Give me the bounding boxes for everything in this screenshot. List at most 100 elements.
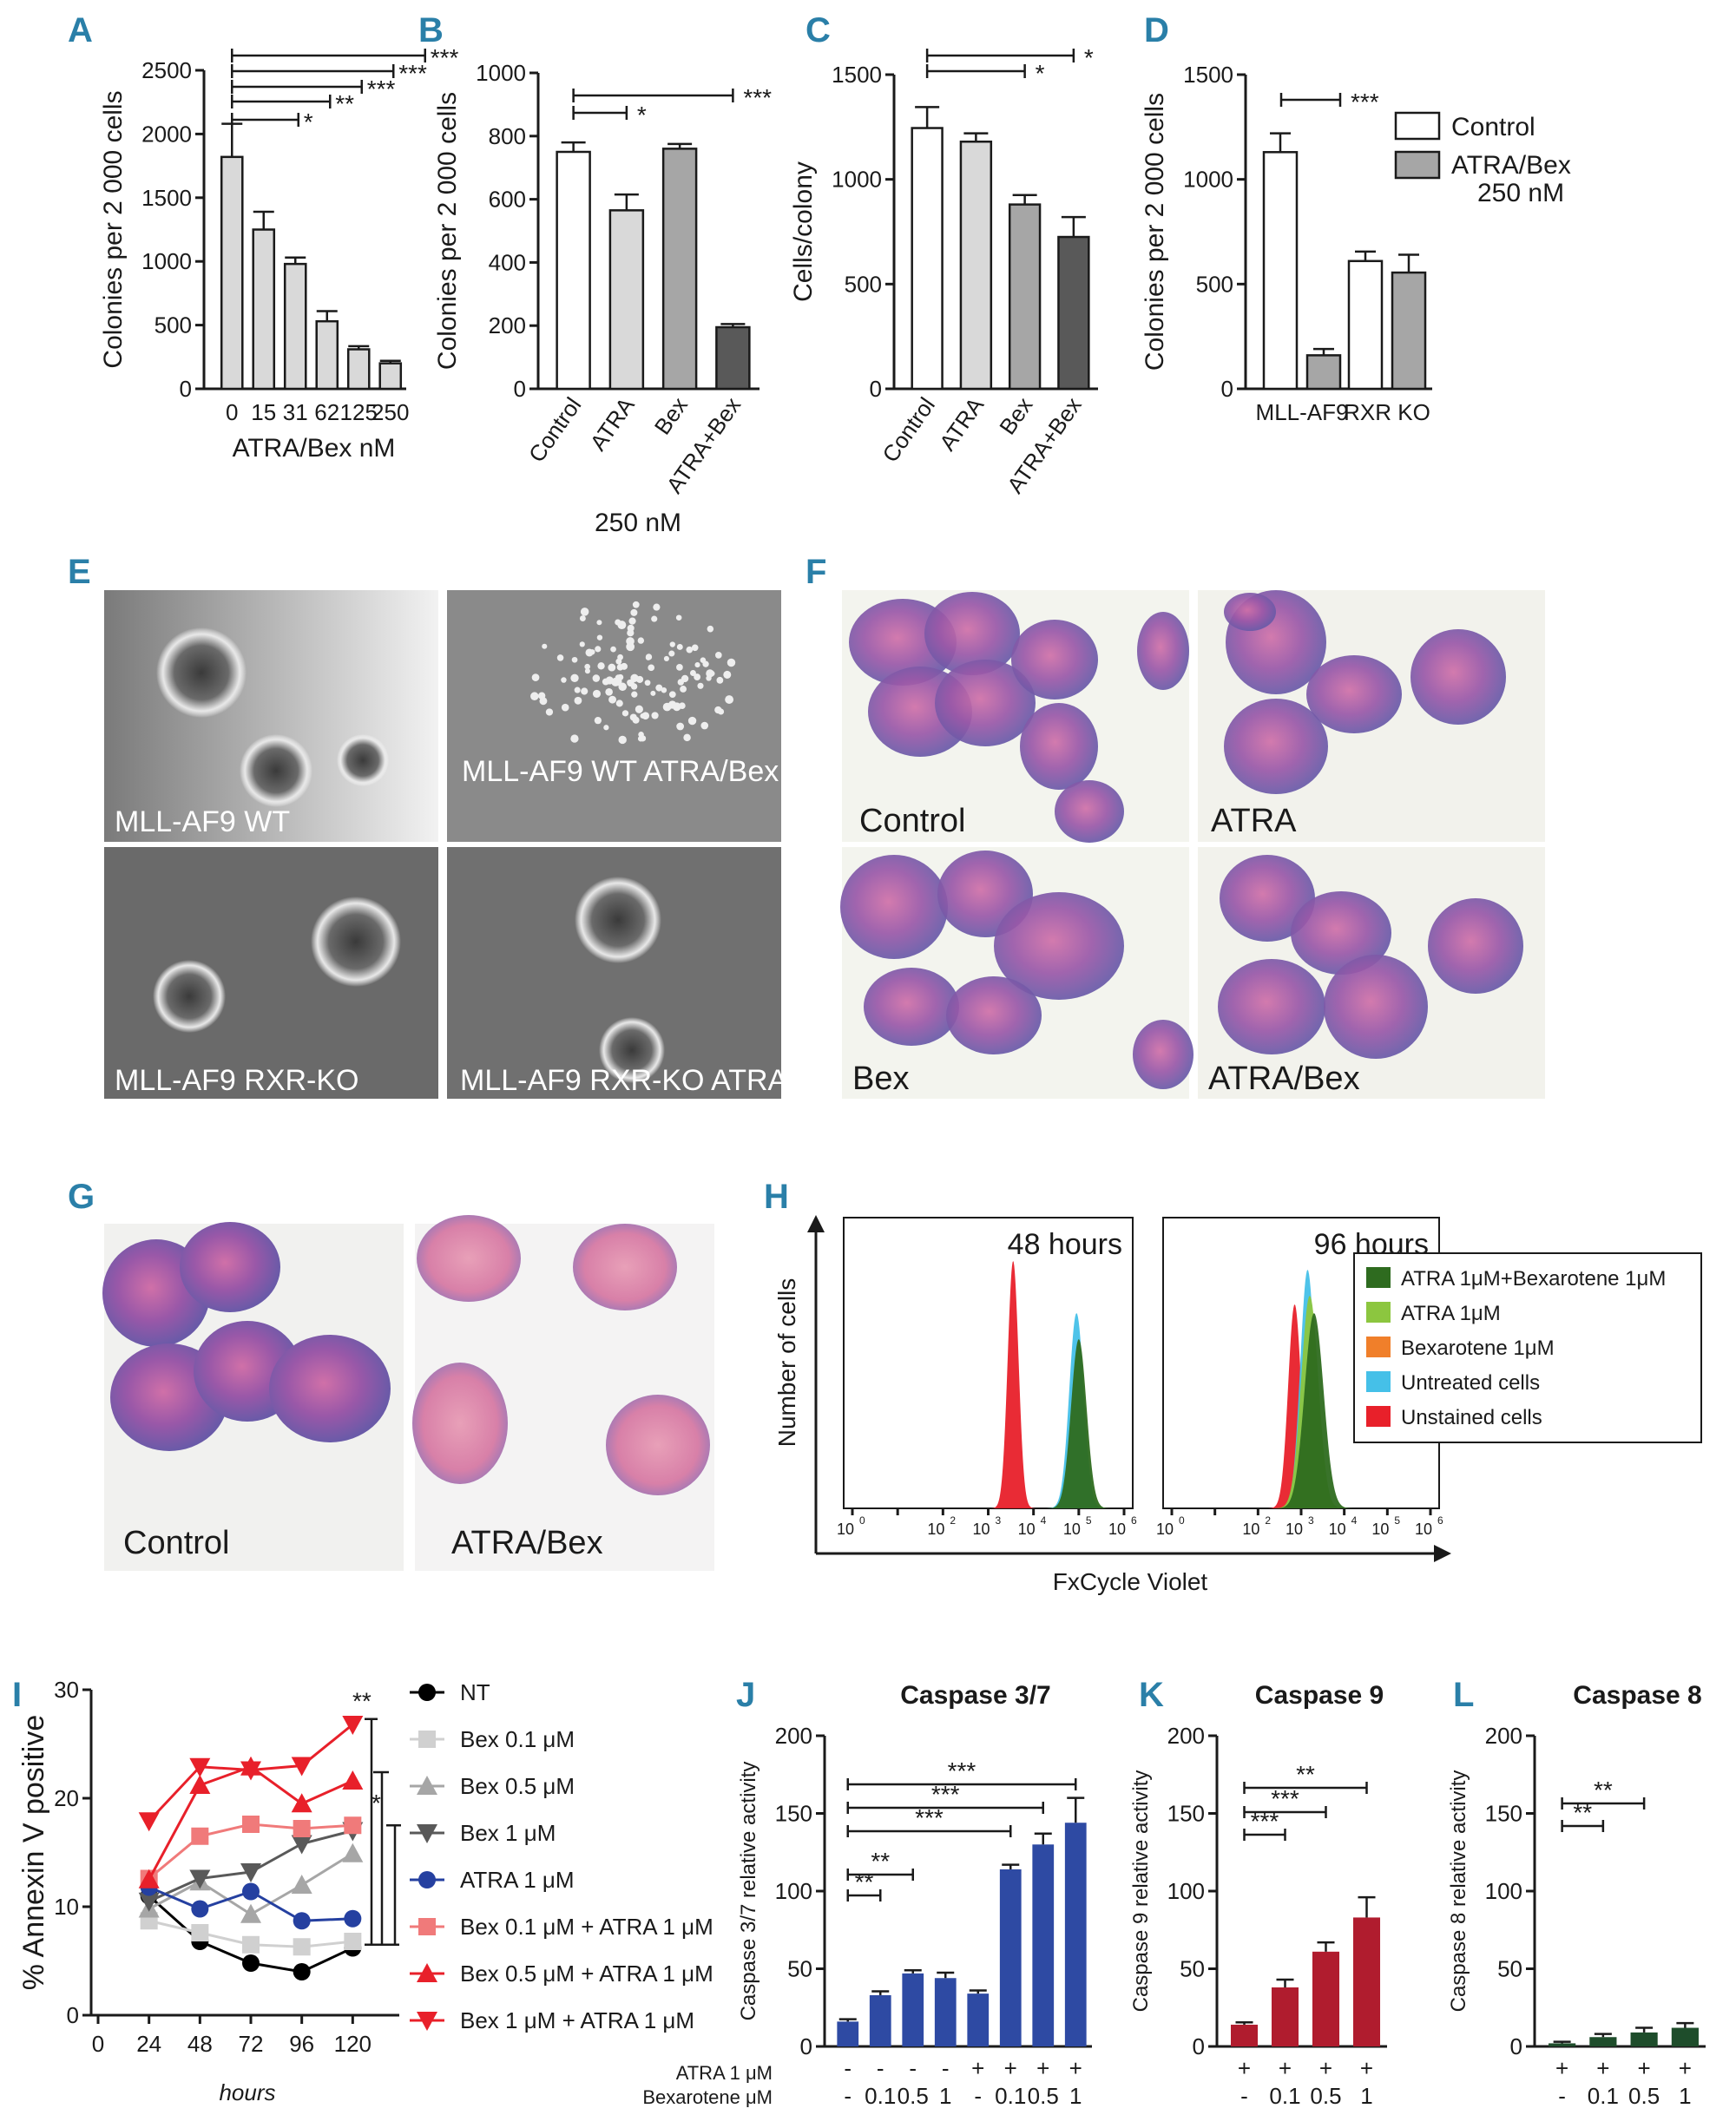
- cell-dot: [661, 686, 667, 693]
- data-point: [291, 1875, 312, 1894]
- micrograph-label: MLL-AF9 WT ATRA/Bex: [462, 755, 779, 788]
- data-point: [189, 1757, 211, 1777]
- data-point: [191, 1924, 209, 1941]
- cell: [1306, 655, 1402, 733]
- legend-label: Bex 0.1 μM: [460, 1726, 575, 1752]
- cell-dot: [597, 662, 605, 670]
- legend-marker: [418, 1918, 436, 1935]
- cell-dot: [594, 717, 602, 725]
- y-tick-label: 50: [1180, 1956, 1205, 1982]
- legend-label: Bexarotene 1μM: [1401, 1337, 1555, 1360]
- significance-label: *: [1036, 60, 1045, 87]
- legend-marker: [417, 1824, 437, 1843]
- y-tick-label: 500: [1196, 271, 1233, 297]
- cell: [935, 660, 1036, 746]
- y-tick-label: 20: [54, 1785, 79, 1811]
- legend-marker: [418, 1871, 436, 1888]
- y-tick-label: 150: [1485, 1801, 1522, 1827]
- x-tick-label: 10: [1063, 1521, 1081, 1538]
- row1-label: +: [1279, 2055, 1292, 2081]
- cell-dot: [581, 687, 589, 695]
- bar: [869, 1994, 891, 2046]
- micrograph-label: ATRA/Bex: [451, 1525, 603, 1561]
- x-tick-label: 72: [239, 2031, 264, 2057]
- chart-i: 0 10 20 30 0 24 48 72 96 120 hours % Annexin V posi…: [17, 1677, 713, 2105]
- y-tick-label: 30: [54, 1677, 79, 1703]
- cell: [1224, 699, 1328, 794]
- row1-label: +: [1069, 2055, 1082, 2081]
- cell-dot: [653, 603, 661, 611]
- cell-dot: [626, 637, 635, 646]
- y-tick-label: 1000: [832, 167, 882, 193]
- row1-label: +: [1319, 2055, 1332, 2081]
- x-tick-exponent: 5: [1394, 1514, 1400, 1527]
- cell: [573, 1224, 677, 1310]
- x-tick-label: 10: [1371, 1521, 1389, 1538]
- y-axis-label: Colonies per 2 000 cells: [99, 90, 128, 368]
- colony: [575, 877, 661, 963]
- significance-label: *: [372, 1790, 381, 1816]
- cell-dot: [630, 683, 638, 690]
- cell: [417, 1215, 521, 1302]
- panel-g-micrographs: Control ATRA/Bex: [102, 1215, 714, 1571]
- x-tick-label: 96: [289, 2031, 314, 2057]
- colony: [337, 734, 389, 786]
- cell-dot: [680, 686, 687, 693]
- cell-dot: [707, 625, 714, 633]
- panel-e-micrographs: MLL-AF9 WT MLL-AF9 WT ATRA/Bex MLL-AF9 R…: [104, 590, 846, 1099]
- legend-label: Bex 1 μM + ATRA 1 μM: [460, 2007, 694, 2033]
- legend-swatch: [1366, 1371, 1391, 1392]
- bar: [1549, 2043, 1576, 2046]
- cell-dot: [570, 673, 579, 682]
- y-axis-label: Number of cells: [773, 1278, 800, 1448]
- y-tick-label: 0: [514, 376, 526, 402]
- stained-cells: [102, 1215, 710, 1495]
- micrograph-label: MLL-AF9 RXR-KO ATRA/Bex: [460, 1064, 846, 1097]
- data-point: [138, 1892, 160, 1912]
- row1-label: +: [1004, 2055, 1017, 2081]
- x-tick-label: RXR KO: [1344, 399, 1430, 425]
- row1-label: -: [844, 2055, 852, 2081]
- x-tick-label: 10: [1242, 1521, 1259, 1538]
- x-tick-label: 120: [334, 2031, 372, 2057]
- x-axis-label: 250 nM: [595, 509, 681, 537]
- micrograph-label: Control: [123, 1525, 230, 1561]
- cell-dot: [574, 696, 582, 705]
- row1-label: +: [1638, 2055, 1651, 2081]
- x-tick-label: 125: [340, 399, 378, 425]
- y-tick-label: 1500: [141, 185, 192, 211]
- y-tick-label: 400: [489, 249, 526, 275]
- data-point: [291, 1793, 312, 1813]
- row2-label: -: [844, 2083, 852, 2109]
- cell-dot: [530, 692, 539, 700]
- x-tick-exponent: 3: [1308, 1514, 1314, 1527]
- legend-label: Bex 0.5 μM: [460, 1773, 575, 1799]
- cell-dot: [605, 687, 613, 696]
- significance-label: ***: [743, 84, 772, 111]
- x-tick-label: 10: [837, 1521, 854, 1538]
- y-tick-label: 50: [787, 1956, 812, 1982]
- y-tick-label: 1000: [476, 60, 526, 86]
- cell-dot: [648, 664, 655, 672]
- bar: [1262, 151, 1299, 391]
- y-tick-label: 0: [1193, 2033, 1205, 2059]
- legend-swatch: [1366, 1302, 1391, 1323]
- cell-dot: [580, 608, 589, 616]
- cell-dot: [632, 601, 640, 608]
- cell-dot: [697, 682, 704, 689]
- cell-dot: [714, 652, 722, 659]
- cell-dot: [615, 700, 623, 707]
- bar: [1305, 354, 1342, 391]
- significance-label: **: [335, 90, 354, 117]
- cell-dot: [694, 673, 701, 680]
- legend-swatch: [1394, 150, 1441, 180]
- data-point: [242, 1882, 260, 1901]
- y-tick-label: 0: [1221, 376, 1233, 402]
- y-tick-label: 0: [1510, 2033, 1522, 2059]
- panel-letter-B: B: [418, 11, 444, 49]
- bar: [1589, 2037, 1617, 2046]
- data-point: [138, 1869, 160, 1888]
- cell-dot: [627, 624, 635, 632]
